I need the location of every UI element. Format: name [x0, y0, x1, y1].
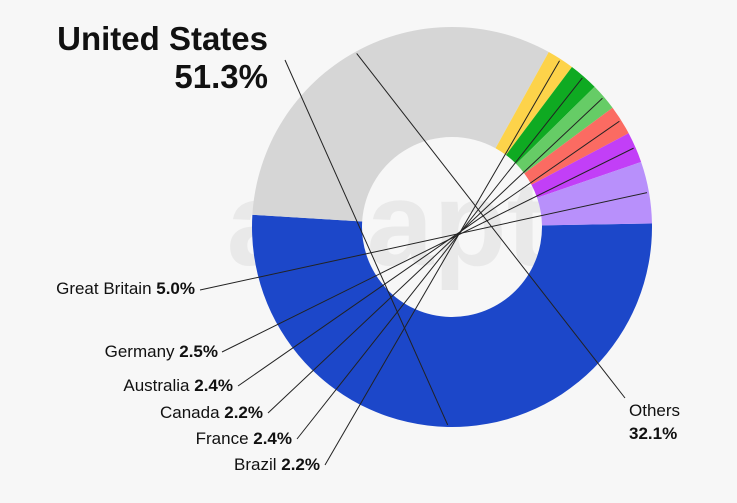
value-united-states: 51.3%	[174, 58, 268, 95]
label-name-australia: Australia	[123, 376, 194, 395]
slice-australia	[524, 107, 629, 185]
value-france: 2.4%	[253, 429, 292, 448]
leader-line-canada	[267, 97, 603, 414]
slice-germany	[531, 133, 642, 198]
leader-line-brazil	[324, 60, 560, 466]
label-great-britain: Great Britain 5.0%	[56, 279, 195, 298]
label-name-great-britain: Great Britain	[56, 279, 156, 298]
slice-united-states	[252, 214, 653, 428]
value-canada: 2.2%	[224, 403, 263, 422]
leader-line-united-states	[284, 59, 449, 426]
leader-line-great-britain	[199, 192, 648, 291]
label-germany: Germany 2.5%	[105, 342, 218, 361]
leader-line-australia	[237, 120, 620, 387]
slice-others	[252, 26, 549, 222]
slice-brazil	[495, 51, 572, 155]
label-united-states: United States	[57, 20, 268, 57]
label-canada: Canada 2.2%	[160, 403, 263, 422]
leader-line-others	[356, 53, 626, 399]
value-others: 32.1%	[629, 424, 677, 443]
label-name-canada: Canada	[160, 403, 224, 422]
label-name-brazil: Brazil	[234, 455, 281, 474]
slice-canada	[516, 86, 613, 174]
label-others: Others	[629, 401, 680, 420]
label-australia: Australia 2.4%	[123, 376, 233, 395]
label-brazil: Brazil 2.2%	[234, 455, 320, 474]
value-australia: 2.4%	[194, 376, 233, 395]
value-brazil: 2.2%	[281, 455, 320, 474]
slice-great-britain	[537, 161, 652, 226]
leader-line-france	[296, 77, 583, 440]
label-name-germany: Germany	[105, 342, 180, 361]
value-germany: 2.5%	[179, 342, 218, 361]
label-france: France 2.4%	[196, 429, 292, 448]
leader-line-germany	[221, 147, 634, 353]
label-name-france: France	[196, 429, 254, 448]
value-great-britain: 5.0%	[156, 279, 195, 298]
